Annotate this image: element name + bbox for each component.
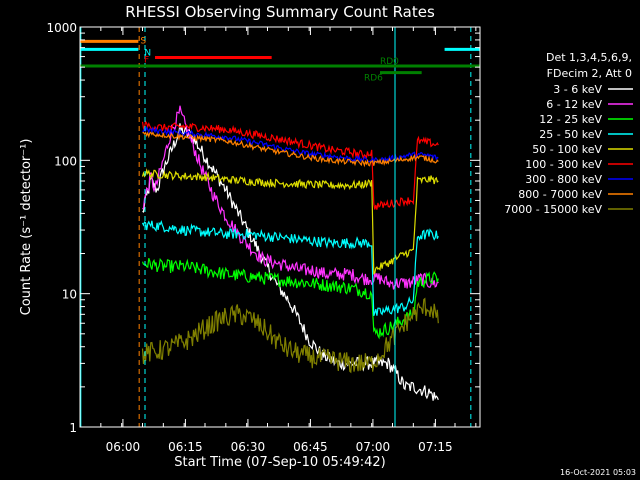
plot-series-group bbox=[141, 105, 439, 401]
series-line-100-300-kev bbox=[141, 119, 439, 210]
series-line-6-12-kev bbox=[142, 105, 439, 290]
plot-overlays-group: SNF RD0 RD6 bbox=[80, 27, 480, 427]
chart-title: RHESSI Observing Summary Count Rates bbox=[125, 3, 435, 21]
legend-label-800-7000-kev: 800 - 7000 keV bbox=[518, 188, 602, 201]
y-axis-label: Count Rate (s⁻¹ detector⁻¹) bbox=[19, 139, 34, 316]
series-line-25-50-kev bbox=[141, 219, 439, 316]
x-tick-label: 07:15 bbox=[418, 440, 453, 454]
x-tick-label: 06:45 bbox=[293, 440, 328, 454]
flag-label-rd6: RD6 bbox=[364, 74, 383, 84]
x-axis-label: Start Time (07-Sep-10 05:49:42) bbox=[174, 455, 385, 470]
legend-label-6-12-kev: 6 - 12 keV bbox=[546, 98, 602, 111]
plot-frame bbox=[79, 26, 481, 428]
y-tick-label: 10 bbox=[62, 288, 77, 302]
legend-label-3-6-kev: 3 - 6 keV bbox=[553, 83, 602, 96]
flag-label-f: F bbox=[144, 56, 149, 66]
legend-label-25-50-kev: 25 - 50 keV bbox=[539, 128, 602, 141]
x-tick-label: 06:30 bbox=[231, 440, 266, 454]
series-line-12-25-kev bbox=[141, 257, 439, 340]
y-axis-ticks: 1 10 100 1000 bbox=[46, 21, 480, 435]
legend: Det 1,3,4,5,6,9, FDecim 2, Att 0 3 - 6 k… bbox=[504, 51, 633, 216]
x-axis-ticks: 06:00 06:15 06:30 06:45 07:00 07:15 bbox=[79, 27, 477, 454]
legend-label-300-800-kev: 300 - 800 keV bbox=[525, 173, 602, 186]
footer-timestamp: 16-Oct-2021 05:03 bbox=[560, 468, 636, 477]
series-line-50-100-kev bbox=[141, 168, 439, 275]
series-line-800-7000-kev bbox=[142, 131, 439, 168]
x-tick-label: 06:00 bbox=[106, 440, 141, 454]
legend-label-12-25-kev: 12 - 25 keV bbox=[539, 113, 602, 126]
series-line-7000-15000-kev bbox=[141, 297, 439, 374]
flag-label-n: N bbox=[144, 48, 151, 58]
legend-label-50-100-kev: 50 - 100 keV bbox=[532, 143, 602, 156]
x-tick-label: 06:15 bbox=[168, 440, 203, 454]
legend-label-7000-15000-kev: 7000 - 15000 keV bbox=[504, 203, 602, 216]
flag-label-s: S bbox=[140, 36, 146, 46]
legend-label-100-300-kev: 100 - 300 keV bbox=[525, 158, 602, 171]
y-tick-label: 100 bbox=[54, 154, 77, 168]
legend-header-line-1: Det 1,3,4,5,6,9, bbox=[546, 51, 632, 64]
flag-label-rd0: RD0 bbox=[380, 57, 399, 67]
x-tick-label: 07:00 bbox=[356, 440, 391, 454]
y-tick-label: 1 bbox=[69, 421, 77, 435]
legend-header-line-2: FDecim 2, Att 0 bbox=[547, 67, 632, 80]
y-tick-label: 1000 bbox=[46, 21, 77, 35]
